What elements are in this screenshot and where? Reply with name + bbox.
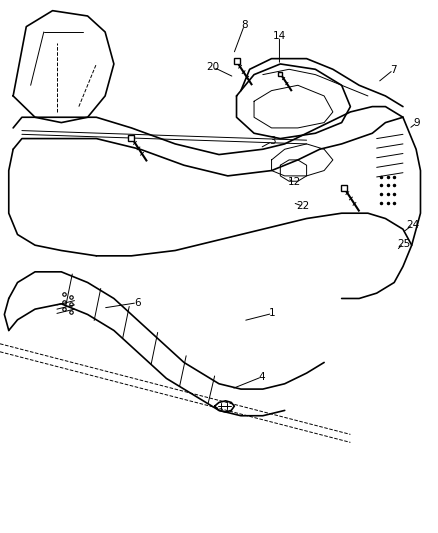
Text: 12: 12	[288, 177, 301, 187]
Text: 6: 6	[134, 298, 141, 308]
Text: 14: 14	[273, 31, 286, 41]
Text: 1: 1	[269, 309, 276, 318]
Text: 8: 8	[241, 20, 248, 30]
Text: 25: 25	[397, 239, 410, 248]
Text: 4: 4	[258, 372, 265, 382]
Text: 20: 20	[207, 62, 220, 72]
Text: 7: 7	[390, 65, 397, 75]
Text: 24: 24	[406, 220, 419, 230]
Text: 9: 9	[413, 118, 420, 127]
Text: 3: 3	[269, 136, 276, 146]
Text: 22: 22	[297, 201, 310, 211]
